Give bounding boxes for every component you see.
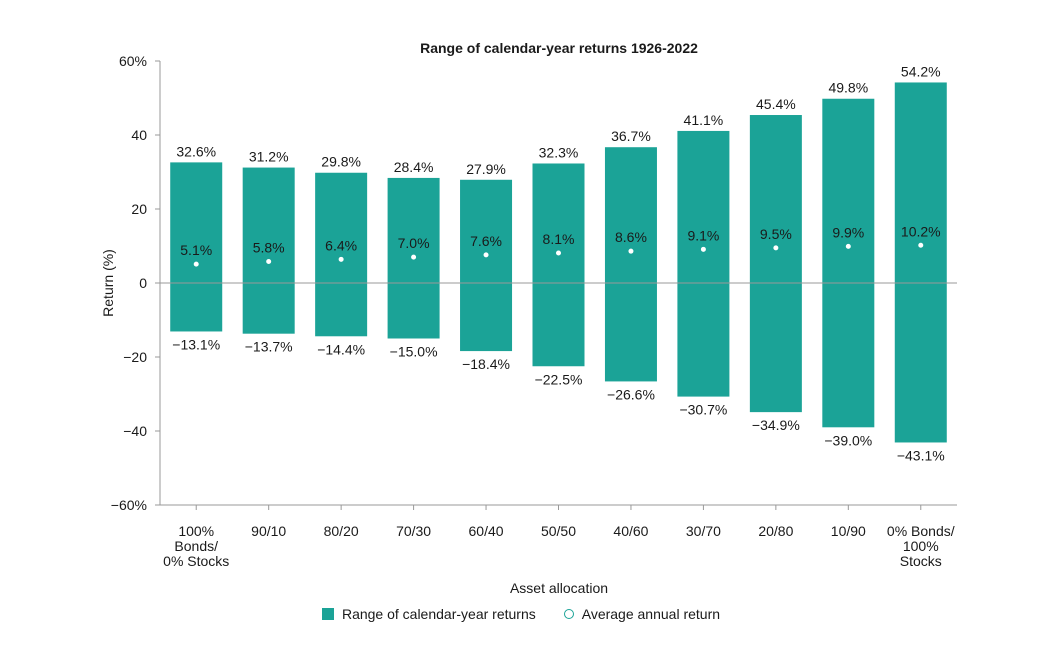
high-value-label: 36.7% bbox=[611, 128, 651, 144]
y-tick-label: 60% bbox=[119, 53, 147, 69]
range-bar bbox=[315, 172, 368, 337]
range-bar bbox=[894, 82, 947, 443]
average-point bbox=[410, 253, 418, 261]
y-tick-label: −40 bbox=[123, 423, 147, 439]
average-value-label: 6.4% bbox=[325, 237, 357, 253]
range-bar bbox=[677, 130, 730, 397]
range-bar bbox=[460, 179, 513, 352]
legend-label-range: Range of calendar-year returns bbox=[341, 606, 536, 622]
x-category-label: 20/80 bbox=[758, 523, 793, 539]
x-category-label: 0% Stocks bbox=[163, 553, 229, 569]
average-point bbox=[482, 251, 490, 259]
average-value-label: 10.2% bbox=[901, 223, 941, 239]
average-point bbox=[917, 241, 925, 249]
x-category-label: 100% bbox=[903, 538, 939, 554]
legend-swatch-range bbox=[321, 608, 334, 620]
high-value-label: 31.2% bbox=[249, 149, 289, 165]
y-axis-label: Return (%) bbox=[100, 249, 116, 317]
average-value-label: 7.6% bbox=[470, 233, 502, 249]
x-category-label: 40/60 bbox=[613, 523, 648, 539]
plot-area: 60% 40 20 0 −20 −40 −60% 32.6% −13.1% 5.1% 31.2% −1… bbox=[111, 53, 957, 569]
average-point bbox=[337, 255, 345, 263]
range-bar bbox=[242, 167, 295, 334]
high-value-label: 32.6% bbox=[176, 143, 216, 159]
low-value-label: −14.4% bbox=[317, 341, 365, 357]
high-value-label: 32.3% bbox=[539, 144, 579, 160]
high-value-label: 49.8% bbox=[828, 80, 868, 96]
range-bar bbox=[749, 115, 802, 413]
x-category-label: 60/40 bbox=[469, 523, 504, 539]
high-value-label: 54.2% bbox=[901, 63, 941, 79]
x-category-label: Stocks bbox=[900, 553, 942, 569]
low-value-label: −30.7% bbox=[679, 402, 727, 418]
high-value-label: 41.1% bbox=[684, 112, 724, 128]
x-axis-label: Asset allocation bbox=[510, 580, 608, 596]
high-value-label: 29.8% bbox=[321, 154, 361, 170]
low-value-label: −13.1% bbox=[172, 336, 220, 352]
average-value-label: 9.9% bbox=[832, 224, 864, 240]
low-value-label: −13.7% bbox=[245, 339, 293, 355]
high-value-label: 45.4% bbox=[756, 96, 796, 112]
average-value-label: 8.6% bbox=[615, 229, 647, 245]
high-value-label: 27.9% bbox=[466, 161, 506, 177]
low-value-label: −18.4% bbox=[462, 356, 510, 372]
legend: Range of calendar-year returns Average a… bbox=[0, 606, 1042, 622]
x-category-label: 50/50 bbox=[541, 523, 576, 539]
chart-title: Range of calendar-year returns 1926-2022 bbox=[420, 40, 698, 56]
average-point bbox=[192, 260, 200, 268]
y-tick-label: 0 bbox=[139, 275, 147, 291]
y-tick-label: −20 bbox=[123, 349, 147, 365]
average-value-label: 5.8% bbox=[253, 240, 285, 256]
legend-marker-average bbox=[563, 609, 574, 619]
low-value-label: −39.0% bbox=[824, 432, 872, 448]
x-category-label: 70/30 bbox=[396, 523, 431, 539]
low-value-label: −34.9% bbox=[752, 417, 800, 433]
range-bar bbox=[822, 98, 875, 428]
low-value-label: −15.0% bbox=[390, 344, 438, 360]
legend-item-average: Average annual return bbox=[563, 606, 721, 622]
low-value-label: −43.1% bbox=[897, 447, 945, 463]
x-category-label: 100% bbox=[178, 523, 214, 539]
average-value-label: 8.1% bbox=[543, 231, 575, 247]
average-value-label: 5.1% bbox=[180, 242, 212, 258]
x-category-label: 0% Bonds/ bbox=[887, 523, 955, 539]
average-point bbox=[844, 242, 852, 250]
y-tick-label: 20 bbox=[131, 201, 147, 217]
average-value-label: 9.1% bbox=[687, 227, 719, 243]
average-point bbox=[699, 245, 707, 253]
average-value-label: 7.0% bbox=[398, 235, 430, 251]
range-bar bbox=[604, 147, 657, 382]
average-point bbox=[265, 258, 273, 266]
average-point bbox=[627, 247, 635, 255]
chart: Range of calendar-year returns 1926-2022… bbox=[100, 40, 957, 596]
low-value-label: −22.5% bbox=[535, 371, 583, 387]
x-category-label: 30/70 bbox=[686, 523, 721, 539]
legend-item-range: Range of calendar-year returns bbox=[321, 606, 536, 622]
y-tick-label: 40 bbox=[131, 127, 147, 143]
legend-label-average: Average annual return bbox=[581, 606, 721, 622]
range-bar bbox=[170, 162, 223, 332]
x-category-label: 90/10 bbox=[251, 523, 286, 539]
average-point bbox=[772, 244, 780, 252]
low-value-label: −26.6% bbox=[607, 386, 655, 402]
x-category-label: 10/90 bbox=[831, 523, 866, 539]
average-point bbox=[555, 249, 562, 257]
average-value-label: 9.5% bbox=[760, 226, 792, 242]
high-value-label: 28.4% bbox=[394, 159, 434, 175]
y-tick-label: −60% bbox=[111, 497, 147, 513]
range-bar bbox=[532, 163, 585, 367]
x-category-label: Bonds/ bbox=[174, 538, 218, 554]
x-category-label: 80/20 bbox=[324, 523, 359, 539]
